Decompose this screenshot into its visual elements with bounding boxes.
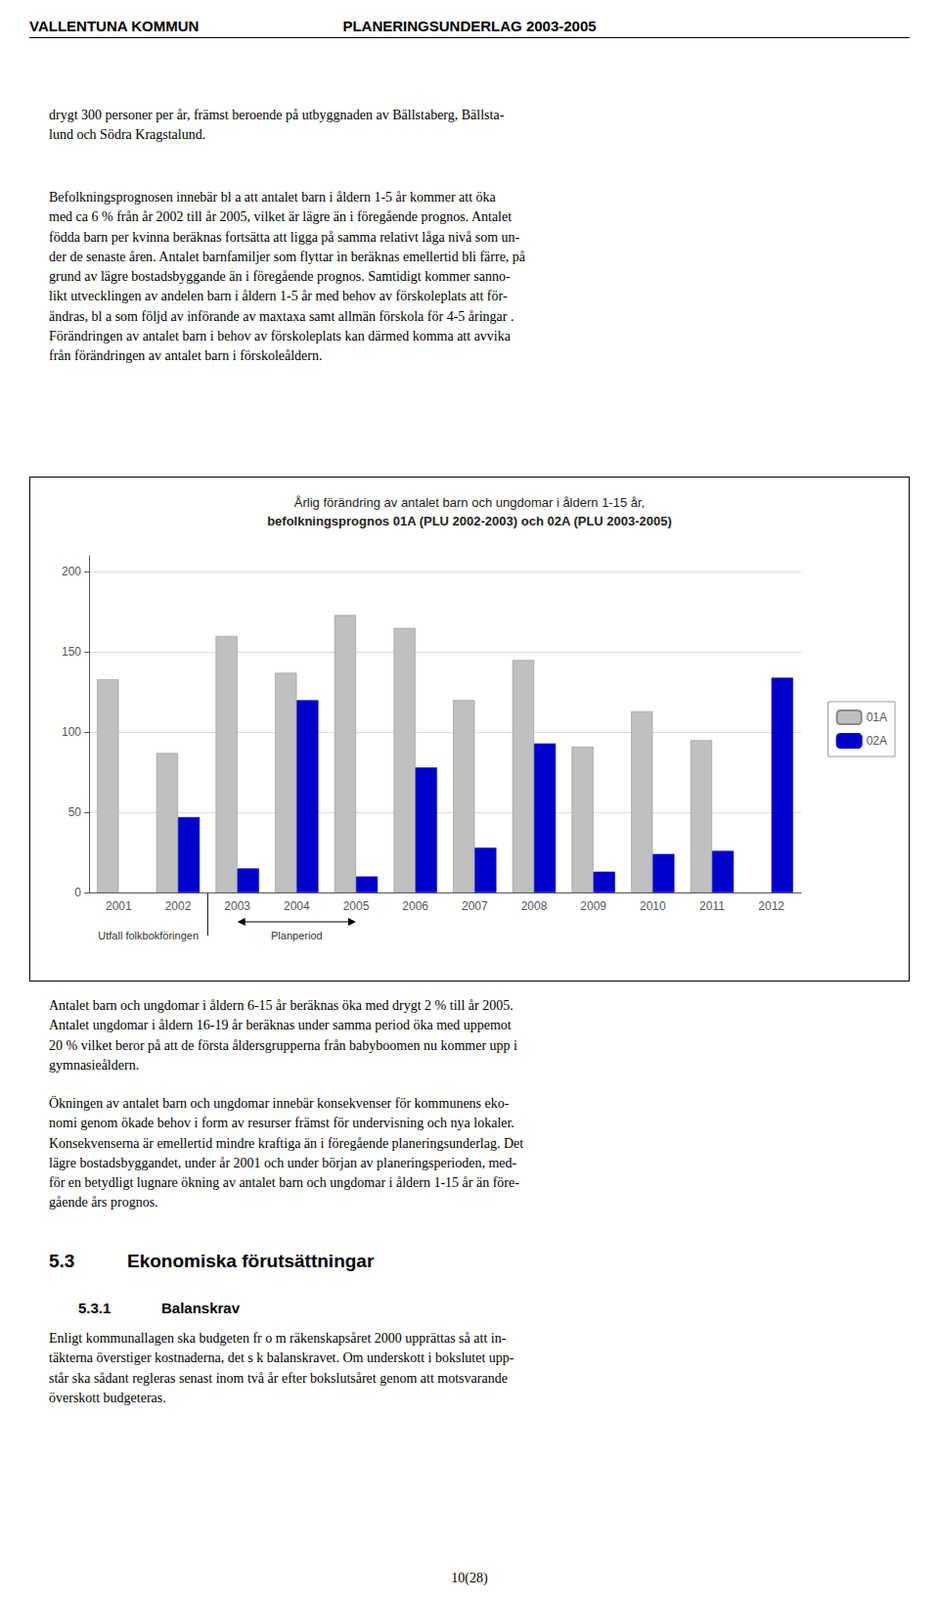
svg-text:2010: 2010 <box>639 898 667 913</box>
svg-text:50: 50 <box>68 804 83 819</box>
html-text:Ökningen av antalet barn och u: Ökningen av antalet barn och ungdomar in… <box>48 1095 524 1210</box>
svg-text:2004: 2004 <box>283 898 311 913</box>
svg-text:0: 0 <box>74 885 82 899</box>
svg-text:2009: 2009 <box>580 898 607 913</box>
svg-text:100: 100 <box>61 724 82 739</box>
svg-text:2011: 2011 <box>699 898 725 913</box>
html-text:Enligt kommunallagen ska budge: Enligt kommunallagen ska budgeten fr o m… <box>48 1330 515 1405</box>
html-text:VALLENTUNA KOMMUN: VALLENTUNA KOMMUN <box>29 17 199 35</box>
svg-text:Utfall folkbokföringen: Utfall folkbokföringen <box>97 929 199 941</box>
svg-text:Årlig förändring av antalet ba: Årlig förändring av antalet barn och ung… <box>294 494 645 510</box>
svg-text:2001: 2001 <box>105 898 133 913</box>
html-text:PLANERINGSUNDERLAG 2003-2005: PLANERINGSUNDERLAG 2003-2005 <box>342 17 597 35</box>
html-text:Befolkningsprognosen innebär b: Befolkningsprognosen innebär bl a att an… <box>48 189 526 364</box>
svg-text:200: 200 <box>61 564 82 579</box>
svg-text:01A: 01A <box>866 710 888 724</box>
svg-text:150: 150 <box>61 644 82 659</box>
html-text:5.3.1: 5.3.1 <box>78 1298 111 1316</box>
html-text:Balanskrav: Balanskrav <box>161 1298 240 1316</box>
html-text:5.3: 5.3 <box>48 1250 75 1271</box>
html-text:Ekonomiska förutsättningar: Ekonomiska förutsättningar <box>127 1250 374 1271</box>
svg-text:2012: 2012 <box>758 898 785 913</box>
svg-text:2002: 2002 <box>165 898 192 913</box>
svg-text:2006: 2006 <box>402 898 429 913</box>
svg-text:befolkningsprognos 01A (PLU 20: befolkningsprognos 01A (PLU 2002-2003) o… <box>267 513 672 529</box>
svg-text:2003: 2003 <box>223 898 251 913</box>
html-text:Antalet barn och ungdomar i ål: Antalet barn och ungdomar i åldern 6-15 … <box>48 997 518 1072</box>
svg-text:Planperiod: Planperiod <box>270 929 323 941</box>
html-text:drygt 300 personer per år, frä: drygt 300 personer per år, främst beroen… <box>48 107 505 143</box>
svg-text:2007: 2007 <box>461 898 489 913</box>
svg-text:02A: 02A <box>866 733 888 748</box>
svg-text:2005: 2005 <box>343 898 370 913</box>
svg-text:2008: 2008 <box>521 898 548 913</box>
html-text:10(28): 10(28) <box>451 1569 488 1585</box>
